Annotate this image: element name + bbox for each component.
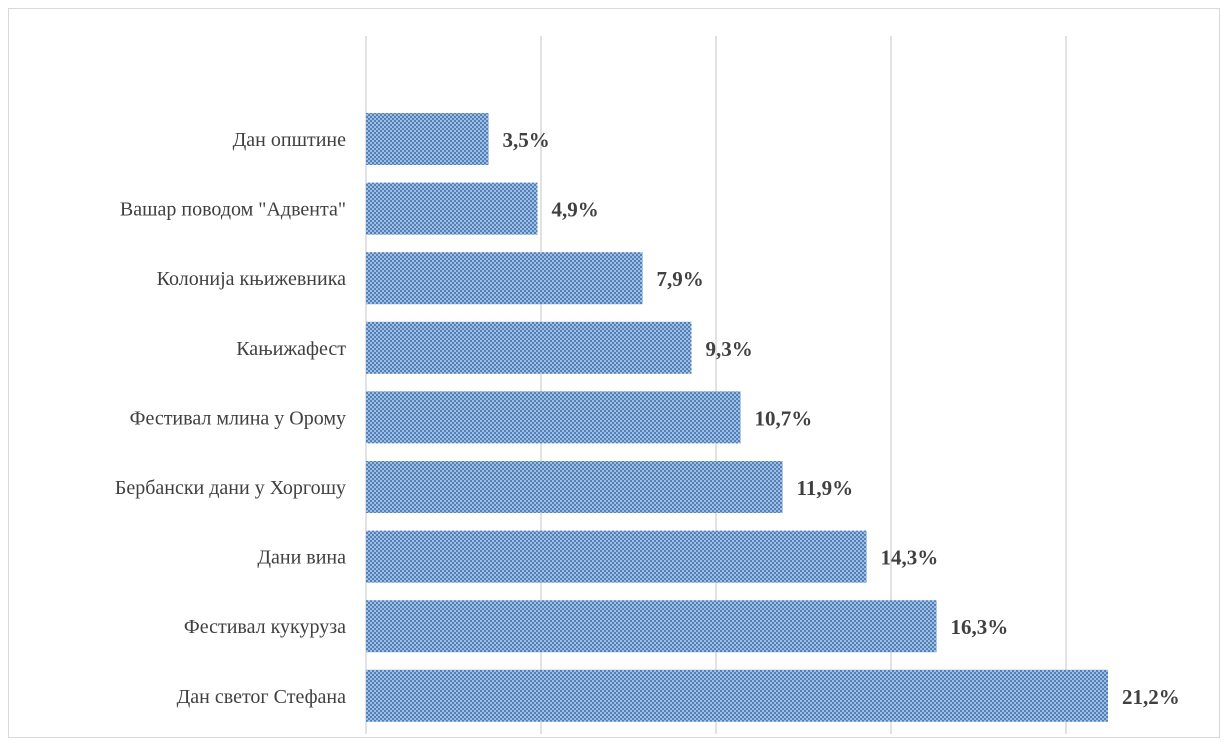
category-label: Дан светог Стефана <box>177 686 346 708</box>
labels: Дан општине 3,5% Вашар поводом "Адвента" 4,… <box>115 128 1180 709</box>
category-label: Колонија књижевника <box>157 268 346 290</box>
category-label: Дан општине <box>233 129 346 151</box>
bar <box>366 321 692 374</box>
bars <box>366 113 1108 722</box>
category-label: Вашар поводом "Адвента" <box>120 199 346 221</box>
bar <box>366 113 489 165</box>
data-label: 7,9% <box>657 267 704 291</box>
bar <box>366 461 783 513</box>
bar <box>366 391 741 444</box>
bar <box>366 669 1108 722</box>
data-label: 21,2% <box>1122 685 1180 709</box>
data-label: 11,9% <box>797 476 854 500</box>
category-label: Фестивал кукуруза <box>184 616 346 638</box>
data-label: 9,3% <box>706 337 753 361</box>
bar <box>366 530 867 583</box>
bar <box>366 600 937 653</box>
data-label: 4,9% <box>552 198 599 222</box>
bar <box>366 182 538 235</box>
category-label: Кањижафест <box>236 338 346 360</box>
category-label: Фестивал млина у Орому <box>130 407 346 429</box>
data-label: 3,5% <box>503 128 550 152</box>
category-label: Дани вина <box>257 547 346 569</box>
bar <box>366 252 643 305</box>
category-label: Бербански дани у Хоргошу <box>115 477 346 499</box>
data-label: 10,7% <box>755 406 813 430</box>
data-label: 14,3% <box>881 546 939 570</box>
data-label: 16,3% <box>951 615 1009 639</box>
